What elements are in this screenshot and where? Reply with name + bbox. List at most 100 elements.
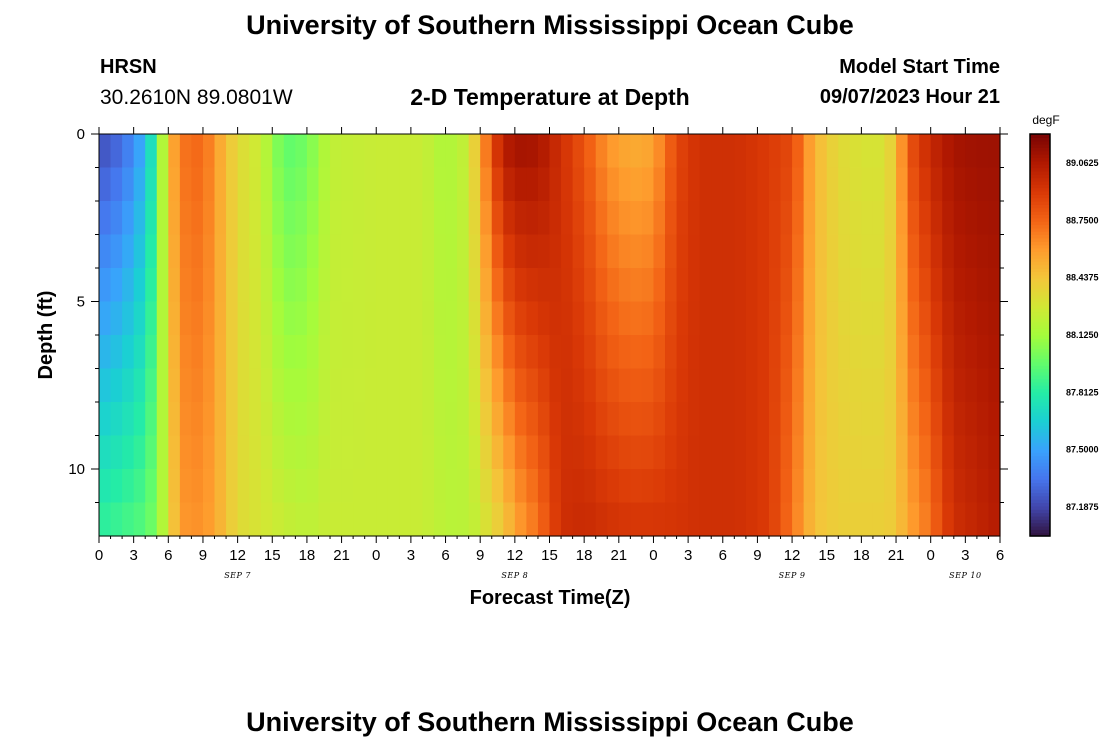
heatmap-cell bbox=[433, 268, 447, 303]
heatmap-cell bbox=[226, 201, 239, 236]
heatmap-cell bbox=[410, 469, 424, 504]
colorbar-swatch bbox=[1030, 231, 1050, 236]
heatmap-cell bbox=[919, 435, 932, 470]
heatmap-cell bbox=[861, 134, 874, 169]
colorbar-swatch bbox=[1030, 499, 1050, 504]
heatmap-cell bbox=[226, 134, 239, 169]
colorbar-swatch bbox=[1030, 237, 1050, 242]
heatmap-cell bbox=[745, 268, 759, 303]
heatmap-cell bbox=[653, 335, 666, 370]
heatmap-cell bbox=[514, 435, 527, 470]
heatmap-cell bbox=[780, 502, 793, 537]
colorbar-swatch bbox=[1030, 241, 1050, 246]
heatmap-cell bbox=[537, 134, 551, 169]
y-tick-label: 0 bbox=[77, 126, 85, 143]
heatmap-cell bbox=[768, 502, 782, 537]
heatmap-cell bbox=[480, 167, 493, 202]
colorbar-swatch bbox=[1030, 422, 1050, 427]
heatmap-cell bbox=[503, 402, 516, 437]
colorbar-swatch bbox=[1030, 408, 1050, 413]
colorbar-swatch bbox=[1030, 475, 1050, 480]
heatmap-cell bbox=[410, 402, 424, 437]
heatmap-cell bbox=[815, 234, 828, 269]
heatmap-cell bbox=[953, 502, 966, 537]
heatmap-cell bbox=[480, 201, 493, 236]
heatmap-cell bbox=[584, 201, 597, 236]
heatmap-cell bbox=[295, 435, 308, 470]
colorbar-tick-label: 88.4375 bbox=[1066, 273, 1099, 283]
heatmap-cell bbox=[803, 502, 816, 537]
heatmap-cell bbox=[214, 268, 227, 303]
heatmap-cell bbox=[849, 167, 862, 202]
heatmap-cell bbox=[110, 502, 123, 537]
heatmap-cell bbox=[584, 134, 597, 169]
heatmap-cell bbox=[861, 469, 874, 504]
heatmap-cell bbox=[353, 368, 366, 403]
heatmap-cell bbox=[745, 201, 759, 236]
heatmap-cell bbox=[364, 435, 377, 470]
heatmap-cell bbox=[676, 201, 689, 236]
heatmap-cell bbox=[838, 502, 851, 537]
heatmap-cell bbox=[156, 268, 169, 303]
heatmap-cell bbox=[480, 134, 493, 169]
heatmap-cell bbox=[491, 268, 504, 303]
heatmap-cell bbox=[665, 502, 678, 537]
colorbar-unit: degF bbox=[1032, 113, 1059, 127]
heatmap-cell bbox=[780, 234, 793, 269]
colorbar-swatch bbox=[1030, 489, 1050, 494]
heatmap-cell bbox=[665, 268, 678, 303]
colorbar-swatch bbox=[1030, 234, 1050, 239]
heatmap-cell bbox=[849, 301, 862, 336]
heatmap-cell bbox=[584, 368, 597, 403]
heatmap-cell bbox=[826, 402, 839, 437]
heatmap-cell bbox=[133, 268, 146, 303]
heatmap-cell bbox=[595, 368, 608, 403]
heatmap-cell bbox=[803, 435, 816, 470]
heatmap-cell bbox=[353, 469, 366, 504]
heatmap-cell bbox=[792, 167, 805, 202]
colorbar-swatch bbox=[1030, 308, 1050, 313]
heatmap-cell bbox=[191, 301, 204, 336]
heatmap-cell bbox=[688, 268, 701, 303]
heatmap-cell bbox=[699, 268, 712, 303]
heatmap-cell bbox=[630, 435, 643, 470]
colorbar-swatch bbox=[1030, 298, 1050, 303]
heatmap-cell bbox=[884, 301, 897, 336]
heatmap-cell bbox=[930, 368, 943, 403]
heatmap-cell bbox=[179, 368, 193, 403]
heatmap-cell bbox=[861, 368, 874, 403]
heatmap-cell bbox=[410, 268, 424, 303]
heatmap-cell bbox=[572, 134, 585, 169]
heatmap-cell bbox=[468, 502, 481, 537]
heatmap-cell bbox=[318, 134, 331, 169]
heatmap-cell bbox=[896, 301, 909, 336]
heatmap-cell bbox=[191, 368, 204, 403]
heatmap-cell bbox=[815, 469, 828, 504]
heatmap-cell bbox=[364, 335, 377, 370]
heatmap-cell bbox=[861, 167, 874, 202]
heatmap-cell bbox=[168, 201, 181, 236]
heatmap-cell bbox=[249, 368, 262, 403]
heatmap-cell bbox=[503, 469, 516, 504]
heatmap-cell bbox=[549, 134, 562, 169]
colorbar-swatch bbox=[1030, 140, 1050, 145]
heatmap-cell bbox=[260, 201, 273, 236]
x-tick-label: 0 bbox=[95, 547, 103, 564]
colorbar-swatch bbox=[1030, 335, 1050, 339]
heatmap-cell bbox=[237, 502, 250, 537]
colorbar-tick-label: 88.1250 bbox=[1066, 330, 1099, 340]
heatmap-cell bbox=[353, 234, 366, 269]
heatmap-cell bbox=[156, 502, 169, 537]
heatmap-cell bbox=[653, 435, 666, 470]
heatmap-cell bbox=[572, 201, 585, 236]
heatmap-cell bbox=[353, 435, 366, 470]
heatmap-cell bbox=[364, 368, 377, 403]
heatmap-cell bbox=[988, 402, 1001, 437]
heatmap-cell bbox=[179, 435, 193, 470]
heatmap-cell bbox=[399, 469, 412, 504]
heatmap-cell bbox=[283, 469, 296, 504]
heatmap-cell bbox=[214, 201, 227, 236]
colorbar-swatch bbox=[1030, 170, 1050, 175]
heatmap-cell bbox=[433, 502, 447, 537]
heatmap-cell bbox=[803, 201, 816, 236]
